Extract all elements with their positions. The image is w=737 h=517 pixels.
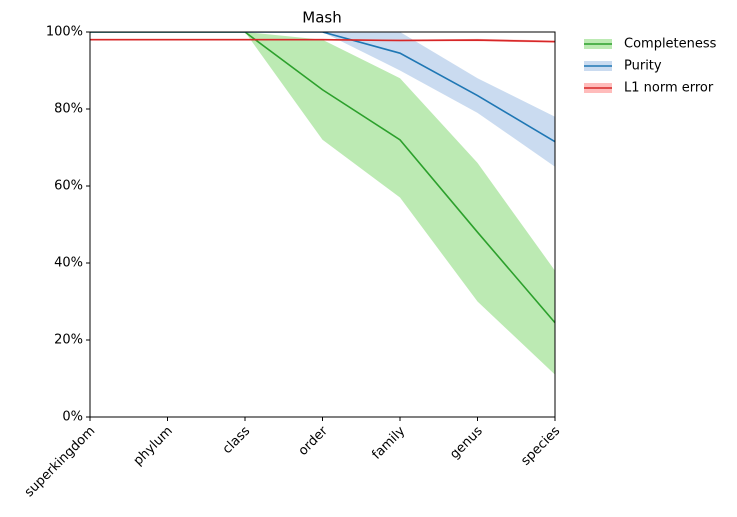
lines — [90, 32, 555, 324]
x-tick-label: order — [296, 423, 332, 459]
chart-title: Mash — [302, 9, 341, 27]
y-tick-label: 100% — [46, 25, 83, 40]
legend-label: L1 norm error — [624, 81, 714, 96]
y-tick-label: 0% — [62, 410, 83, 425]
confidence-band — [90, 32, 555, 375]
x-tick-label: superkingdom — [22, 424, 98, 500]
x-tick-label: species — [518, 424, 563, 469]
series-line — [90, 32, 555, 324]
x-tick-label: class — [220, 424, 254, 458]
bands — [90, 32, 555, 375]
x-tick-label: phylum — [131, 424, 176, 469]
legend-label: Completeness — [624, 37, 717, 52]
y-tick-label: 40% — [54, 256, 83, 271]
y-tick-label: 60% — [54, 179, 83, 194]
series-line — [90, 38, 555, 43]
y-tick-label: 20% — [54, 333, 83, 348]
x-tick-label: family — [369, 423, 408, 462]
series-line — [90, 32, 555, 143]
confidence-band — [90, 32, 555, 167]
y-tick-label: 80% — [54, 102, 83, 117]
x-tick-label: genus — [447, 424, 486, 463]
legend-label: Purity — [624, 59, 662, 74]
